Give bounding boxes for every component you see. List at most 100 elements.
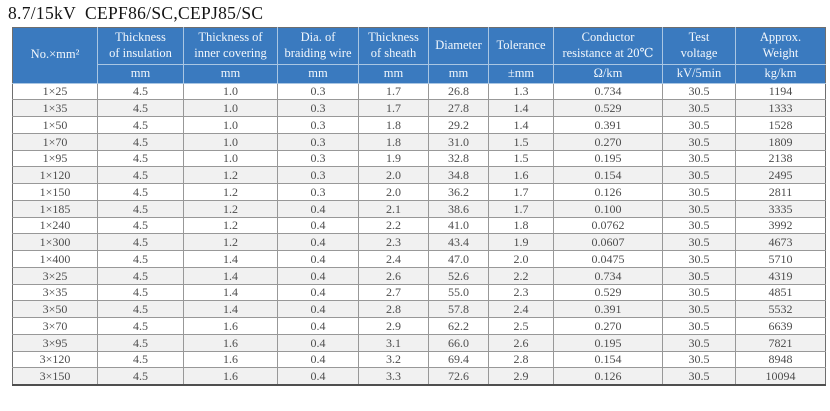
table-row: 3×35 4.5 1.4 0.4 2.7 55.0 2.3 0.529 30.5 4851 xyxy=(12,283,826,302)
row-label: 3×25 xyxy=(12,266,98,285)
cell-approx-weight: 3335 xyxy=(735,199,826,218)
cell-insulation-thickness: 4.5 xyxy=(97,183,184,201)
cell-test-voltage: 30.5 xyxy=(662,216,736,235)
unit-header-conductor-resistance: Ω/km xyxy=(553,63,663,84)
cell-braiding-wire-dia: 0.4 xyxy=(277,367,359,385)
cell-insulation-thickness: 4.5 xyxy=(97,149,184,168)
cell-diameter: 36.2 xyxy=(428,183,489,201)
row-label: 1×150 xyxy=(12,183,98,201)
cell-inner-covering-thickness: 1.2 xyxy=(183,166,278,184)
table-row: 3×25 4.5 1.4 0.4 2.6 52.6 2.2 0.734 30.5 4319 xyxy=(12,266,826,285)
unit-header-diameter: mm xyxy=(428,63,489,84)
unit-header-inner-covering-thickness: mm xyxy=(183,63,278,84)
cell-diameter: 57.8 xyxy=(428,300,489,318)
cell-insulation-thickness: 4.5 xyxy=(97,350,184,369)
cell-inner-covering-thickness: 1.0 xyxy=(183,132,278,151)
cell-conductor-resistance: 0.391 xyxy=(553,116,663,134)
cell-insulation-thickness: 4.5 xyxy=(97,216,184,235)
cell-tolerance: 2.5 xyxy=(488,317,554,335)
cell-approx-weight: 4851 xyxy=(735,283,826,302)
cell-sheath-thickness: 2.4 xyxy=(358,250,429,268)
cell-conductor-resistance: 0.195 xyxy=(553,333,663,352)
cell-sheath-thickness: 2.0 xyxy=(358,166,429,184)
cell-insulation-thickness: 4.5 xyxy=(97,99,184,117)
table-row: 1×240 4.5 1.2 0.4 2.2 41.0 1.8 0.0762 30.5 3992 xyxy=(12,216,826,235)
cell-approx-weight: 10094 xyxy=(735,367,826,385)
column-header-sheath-thickness: Thickness of sheath xyxy=(358,27,429,65)
row-label: 1×70 xyxy=(12,132,98,151)
cell-diameter: 26.8 xyxy=(428,82,489,101)
cell-approx-weight: 5532 xyxy=(735,300,826,318)
cell-diameter: 66.0 xyxy=(428,333,489,352)
cell-diameter: 38.6 xyxy=(428,199,489,218)
cell-test-voltage: 30.5 xyxy=(662,132,736,151)
table-row: 3×70 4.5 1.6 0.4 2.9 62.2 2.5 0.270 30.5 6639 xyxy=(12,317,826,335)
cell-sheath-thickness: 2.1 xyxy=(358,199,429,218)
cell-sheath-thickness: 2.6 xyxy=(358,266,429,285)
row-label: 1×95 xyxy=(12,149,98,168)
cell-test-voltage: 30.5 xyxy=(662,266,736,285)
unit-header-braiding-wire-dia: mm xyxy=(277,63,359,84)
cell-test-voltage: 30.5 xyxy=(662,350,736,369)
cell-sheath-thickness: 2.3 xyxy=(358,233,429,251)
cell-braiding-wire-dia: 0.4 xyxy=(277,233,359,251)
row-label: 1×240 xyxy=(12,216,98,235)
cell-inner-covering-thickness: 1.0 xyxy=(183,149,278,168)
cell-insulation-thickness: 4.5 xyxy=(97,317,184,335)
header-row-units: mm mm mm mm mm ±mm Ω/km kV/5min kg/km xyxy=(13,63,826,84)
unit-header-test-voltage: kV/5min xyxy=(662,63,736,84)
cell-braiding-wire-dia: 0.3 xyxy=(277,99,359,117)
cell-braiding-wire-dia: 0.3 xyxy=(277,183,359,201)
column-header-approx-weight: Approx. Weight xyxy=(735,27,826,65)
cell-tolerance: 1.6 xyxy=(488,166,554,184)
cell-braiding-wire-dia: 0.4 xyxy=(277,250,359,268)
cell-conductor-resistance: 0.100 xyxy=(553,199,663,218)
cell-sheath-thickness: 3.3 xyxy=(358,367,429,385)
table-row: 1×25 4.5 1.0 0.3 1.7 26.8 1.3 0.734 30.5 1194 xyxy=(12,82,826,101)
cell-test-voltage: 30.5 xyxy=(662,199,736,218)
cell-sheath-thickness: 1.8 xyxy=(358,132,429,151)
cell-inner-covering-thickness: 1.2 xyxy=(183,233,278,251)
table-row: 1×120 4.5 1.2 0.3 2.0 34.8 1.6 0.154 30.5 2495 xyxy=(12,166,826,184)
table-row: 3×50 4.5 1.4 0.4 2.8 57.8 2.4 0.391 30.5 5532 xyxy=(12,300,826,318)
cell-conductor-resistance: 0.0762 xyxy=(553,216,663,235)
row-label: 1×120 xyxy=(12,166,98,184)
row-label: 1×50 xyxy=(12,116,98,134)
table-row: 3×120 4.5 1.6 0.4 3.2 69.4 2.8 0.154 30.5 8948 xyxy=(12,350,826,369)
cell-insulation-thickness: 4.5 xyxy=(97,283,184,302)
cell-sheath-thickness: 2.7 xyxy=(358,283,429,302)
cell-approx-weight: 8948 xyxy=(735,350,826,369)
cell-inner-covering-thickness: 1.6 xyxy=(183,350,278,369)
cell-conductor-resistance: 0.734 xyxy=(553,82,663,101)
cell-inner-covering-thickness: 1.2 xyxy=(183,216,278,235)
cell-tolerance: 2.2 xyxy=(488,266,554,285)
row-label: 1×35 xyxy=(12,99,98,117)
cell-diameter: 32.8 xyxy=(428,149,489,168)
cell-insulation-thickness: 4.5 xyxy=(97,250,184,268)
unit-header-approx-weight: kg/km xyxy=(735,63,826,84)
cell-tolerance: 2.0 xyxy=(488,250,554,268)
cell-test-voltage: 30.5 xyxy=(662,283,736,302)
table-row: 1×400 4.5 1.4 0.4 2.4 47.0 2.0 0.0475 30.5 5710 xyxy=(12,250,826,268)
cell-insulation-thickness: 4.5 xyxy=(97,82,184,101)
cell-tolerance: 1.5 xyxy=(488,149,554,168)
column-header-tolerance: Tolerance xyxy=(488,27,554,65)
cell-approx-weight: 2495 xyxy=(735,166,826,184)
header-row-names: No.×mm² Thickness of insulation Thickness o… xyxy=(12,27,826,84)
cell-insulation-thickness: 4.5 xyxy=(97,132,184,151)
cell-diameter: 29.2 xyxy=(428,116,489,134)
cell-inner-covering-thickness: 1.0 xyxy=(183,99,278,117)
cell-tolerance: 1.4 xyxy=(488,99,554,117)
cell-test-voltage: 30.5 xyxy=(662,250,736,268)
row-label: 3×95 xyxy=(12,333,98,352)
cell-diameter: 47.0 xyxy=(428,250,489,268)
cell-sheath-thickness: 2.2 xyxy=(358,216,429,235)
cell-approx-weight: 6639 xyxy=(735,317,826,335)
cell-conductor-resistance: 0.154 xyxy=(553,350,663,369)
table-row: 1×95 4.5 1.0 0.3 1.9 32.8 1.5 0.195 30.5 2138 xyxy=(12,149,826,168)
cell-approx-weight: 1333 xyxy=(735,99,826,117)
row-label: 3×150 xyxy=(12,367,98,385)
table-body: 1×25 4.5 1.0 0.3 1.7 26.8 1.3 0.734 30.5 1194 1×35… xyxy=(12,82,826,385)
cell-inner-covering-thickness: 1.0 xyxy=(183,116,278,134)
cell-diameter: 52.6 xyxy=(428,266,489,285)
